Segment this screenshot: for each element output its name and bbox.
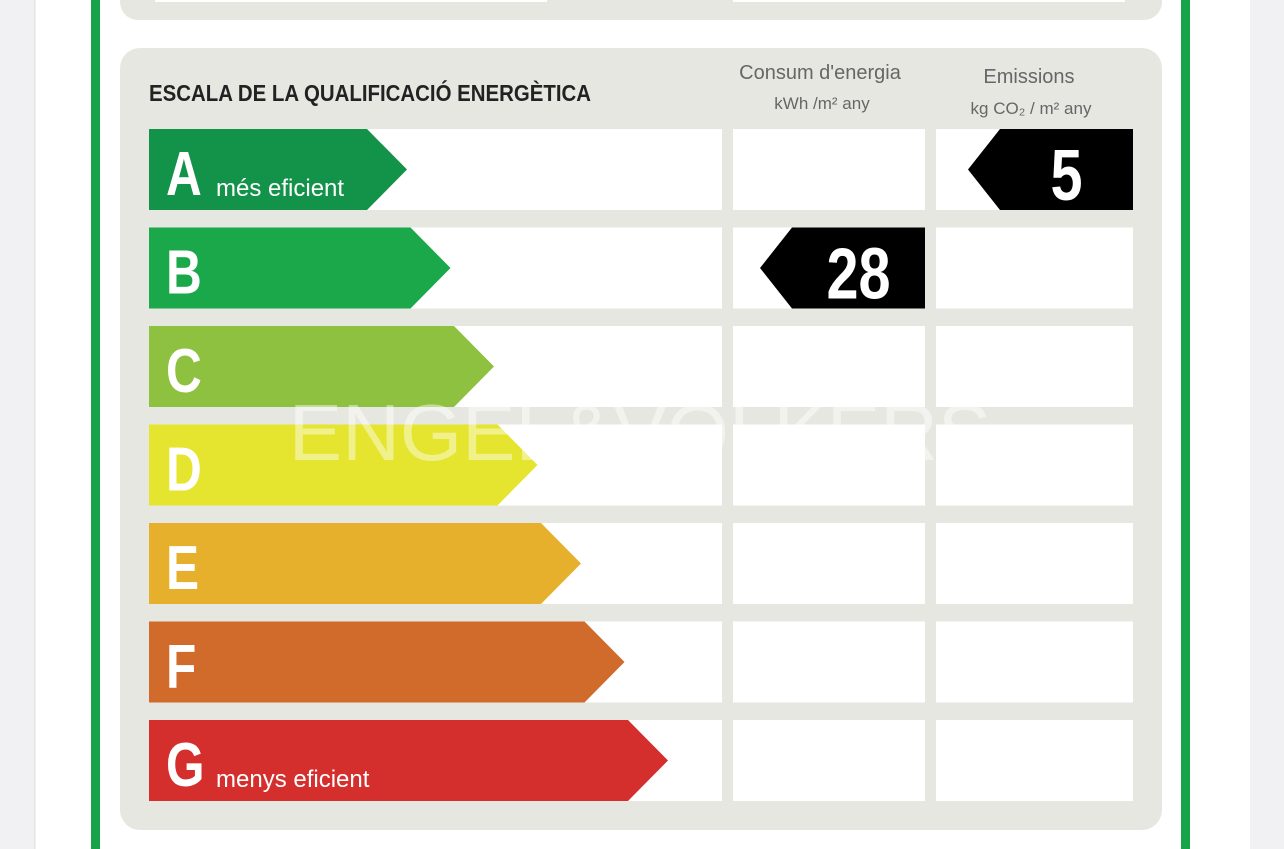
- emissions-cell: [936, 523, 1133, 604]
- class-letter: D: [166, 434, 202, 504]
- rating-badge: [968, 129, 1133, 210]
- rating-value: 5: [1050, 135, 1082, 216]
- class-arrow: [149, 424, 538, 506]
- rating-value: 28: [826, 233, 890, 314]
- consumption-unit: kWh /m² any: [774, 94, 870, 113]
- class-letter: F: [166, 631, 196, 701]
- class-arrow: [149, 129, 407, 210]
- class-arrow: [149, 621, 625, 703]
- consumption-cell: [733, 326, 925, 407]
- emissions-unit: kg CO₂ / m² any: [971, 99, 1092, 118]
- consumption-title: Consum d'energia: [739, 62, 902, 84]
- scale-title: ESCALA DE LA QUALIFICACIÓ ENERGÈTICA: [149, 79, 591, 106]
- top-panel: [120, 0, 1162, 20]
- class-letter: B: [166, 237, 202, 307]
- emissions-cell: [936, 326, 1133, 407]
- class-arrow: [149, 326, 494, 407]
- class-letter: E: [166, 533, 199, 603]
- class-letter: C: [166, 336, 202, 406]
- green-border: [1181, 0, 1190, 849]
- rating-badge: [760, 227, 925, 309]
- emissions-title: Emissions: [983, 66, 1074, 88]
- consumption-cell: [733, 621, 925, 703]
- consumption-cell: [733, 129, 925, 210]
- class-label: més eficient: [216, 175, 344, 202]
- class-label: menys eficient: [216, 766, 370, 793]
- consumption-cell: [733, 523, 925, 604]
- emissions-cell: [936, 227, 1133, 309]
- consumption-cell: [733, 424, 925, 506]
- class-letter: G: [166, 730, 205, 800]
- emissions-cell: [936, 424, 1133, 506]
- emissions-cell: [936, 720, 1133, 801]
- emissions-cell: [936, 621, 1133, 703]
- class-letter: A: [166, 139, 202, 209]
- top-cell: [733, 0, 1125, 2]
- class-arrow: [149, 227, 451, 309]
- green-border: [91, 0, 100, 849]
- class-arrow: [149, 523, 581, 604]
- top-cell: [155, 0, 547, 2]
- class-arrow: [149, 720, 668, 801]
- watermark: ENGEL&VÖLKERS: [289, 388, 992, 477]
- consumption-cell: [733, 720, 925, 801]
